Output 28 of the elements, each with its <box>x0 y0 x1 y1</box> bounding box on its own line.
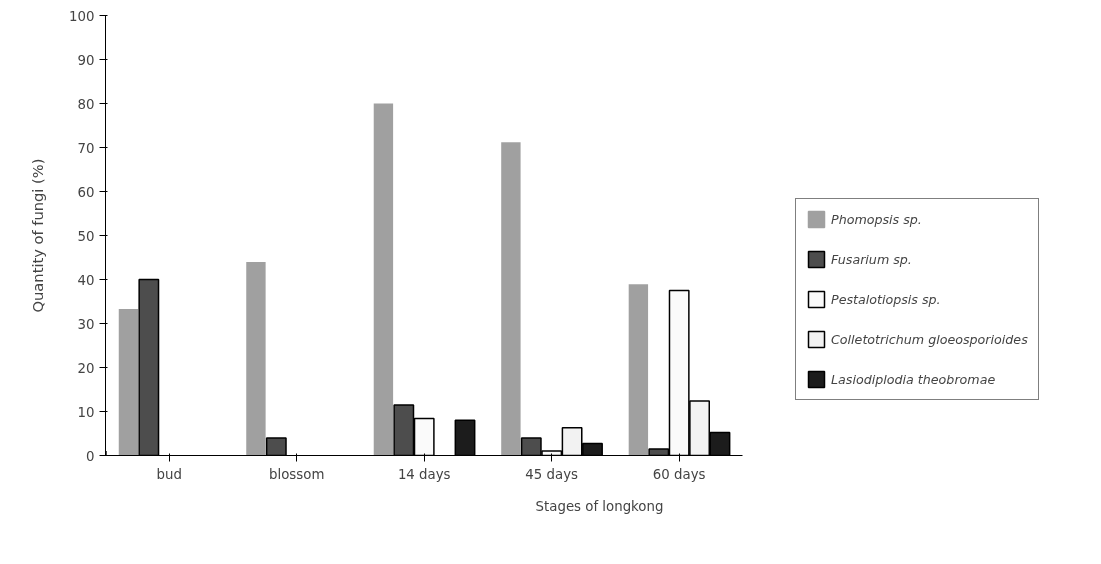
bar <box>246 261 266 456</box>
y-tick-label: 60 <box>77 184 95 200</box>
bar <box>501 142 521 456</box>
y-tick-label: 90 <box>77 52 95 68</box>
y-tick-label: 100 <box>69 8 95 24</box>
y-axis-title: Quantity of fungi (%) <box>29 158 47 313</box>
y-tick-label: 20 <box>77 360 95 376</box>
y-tick-label: 40 <box>77 272 95 288</box>
x-tick-label: 60 days <box>652 466 706 482</box>
x-tick-label: bud <box>156 466 182 482</box>
x-tick-label: 14 days <box>397 466 451 482</box>
x-tick-label: blossom <box>269 466 325 482</box>
legend-label: Fusarium sp. <box>831 251 912 267</box>
bar <box>118 308 139 456</box>
legend-label: Colletotrichum gloeosporioides <box>831 331 1028 347</box>
y-tick-label: 70 <box>77 140 95 156</box>
x-tick-label: 45 days <box>525 466 579 482</box>
legend-label: Lasiodiplodia theobromae <box>831 371 996 387</box>
y-tick-label: 30 <box>77 316 95 332</box>
y-tick-label: 0 <box>86 448 95 464</box>
legend-label: Pestalotiopsis sp. <box>831 291 941 307</box>
y-tick-label: 50 <box>77 228 95 244</box>
bar <box>628 284 649 456</box>
y-tick-label: 10 <box>77 404 95 420</box>
x-axis-title: Stages of longkong <box>535 499 664 514</box>
legend-label: Phomopsis sp. <box>831 211 922 227</box>
y-tick-label: 80 <box>77 96 95 112</box>
bar <box>373 103 394 456</box>
